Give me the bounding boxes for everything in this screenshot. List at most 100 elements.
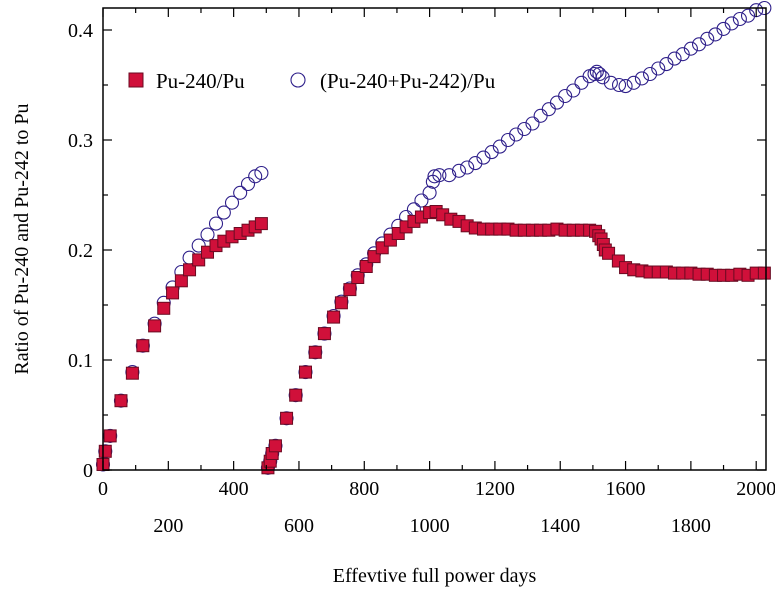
- y-tick-label: 0.2: [68, 240, 93, 262]
- series2-point: [208, 216, 224, 231]
- series1-point: [125, 366, 139, 380]
- series2-point: [500, 132, 516, 148]
- series1-point: [148, 319, 162, 333]
- legend-square-marker: [128, 72, 144, 88]
- y-tick-label: 0.1: [68, 350, 93, 372]
- series1-point: [757, 266, 771, 280]
- series2-point: [618, 79, 633, 94]
- series2-point: [191, 238, 206, 253]
- x-tick-label: 1200: [475, 478, 515, 500]
- x-tick-label: 1800: [671, 515, 711, 537]
- series2-point: [595, 70, 610, 85]
- x-tick-label: 200: [153, 515, 183, 537]
- series2-point: [651, 61, 666, 76]
- series2-point: [603, 75, 618, 90]
- series1-point: [298, 365, 312, 379]
- x-tick-label: 1600: [606, 478, 646, 500]
- plot-frame: [102, 7, 767, 471]
- series1-point: [602, 246, 616, 260]
- series1-point: [327, 310, 341, 324]
- series2-point: [240, 176, 256, 192]
- legend-label-series1: Pu-240/Pu: [156, 69, 245, 93]
- series2-point: [566, 83, 581, 98]
- series2-point: [509, 127, 524, 142]
- series1-point: [254, 217, 268, 231]
- series2-point: [683, 41, 698, 56]
- legend: Pu-240/Pu (Pu-240+Pu-242)/Pu: [128, 69, 496, 93]
- y-axis-title: Ratio of Pu-240 and Pu-242 to Pu: [11, 103, 33, 374]
- y-tick-label: 0: [83, 460, 93, 482]
- series2-point: [432, 168, 447, 183]
- series2-point: [468, 156, 483, 171]
- series2-point: [700, 31, 715, 46]
- x-tick-label: 1000: [410, 515, 450, 537]
- series2-point: [724, 16, 739, 31]
- x-tick-label: 1400: [540, 515, 580, 537]
- x-tick-label: 800: [349, 478, 379, 500]
- series2-point: [675, 47, 690, 62]
- series2-point: [460, 160, 475, 175]
- series1-point: [114, 394, 128, 408]
- legend-circle-marker: [290, 72, 306, 88]
- series1-point: [157, 301, 171, 315]
- x-tick-label: 2000: [736, 478, 775, 500]
- series2-point: [592, 66, 607, 82]
- series2-point: [643, 66, 658, 82]
- series2-point: [691, 37, 707, 52]
- series2-point: [476, 150, 491, 165]
- legend-label-series2: (Pu-240+Pu-242)/Pu: [320, 69, 496, 93]
- series1-point: [289, 388, 303, 402]
- series2-point: [626, 75, 641, 90]
- series2-point: [574, 75, 589, 90]
- series2-point: [541, 102, 556, 117]
- series2-point: [708, 27, 723, 42]
- series2-point: [732, 11, 747, 27]
- series2-point: [427, 169, 442, 184]
- series2-point: [224, 195, 240, 210]
- series2-point: [233, 185, 248, 200]
- series2-point: [716, 21, 731, 36]
- y-tick-label: 0.4: [68, 20, 93, 42]
- series2-point: [611, 77, 627, 93]
- series2-point: [254, 165, 269, 181]
- series2-point: [659, 57, 674, 72]
- series2-point: [549, 95, 565, 110]
- series2-point: [442, 168, 457, 183]
- series1-point: [268, 439, 282, 453]
- y-tick-label: 0.3: [68, 130, 93, 152]
- series1-point: [334, 296, 348, 310]
- axis-ticks: [102, 8, 766, 471]
- series1-point: [359, 260, 373, 273]
- series1-point: [317, 327, 331, 341]
- series2-point: [216, 205, 231, 220]
- series2-point: [200, 227, 215, 242]
- series2-point: [667, 51, 682, 66]
- series2-point: [558, 88, 573, 104]
- x-tick-label: 0: [98, 478, 108, 500]
- series2-point: [634, 71, 649, 86]
- series1-point: [166, 286, 180, 300]
- series1-point: [351, 271, 365, 284]
- series1-point: [343, 283, 357, 297]
- series1-point: [103, 429, 117, 443]
- series2-point: [525, 116, 540, 131]
- series2-point: [484, 145, 499, 160]
- series1-point: [136, 339, 150, 353]
- series1-point: [98, 444, 112, 458]
- series2-point: [517, 121, 532, 137]
- x-axis-title: Effevtive full power days: [333, 565, 537, 587]
- series1-point: [183, 263, 197, 277]
- series1-point: [174, 274, 188, 288]
- series2-point: [533, 108, 548, 123]
- series2-point: [451, 163, 467, 178]
- x-tick-label: 400: [219, 478, 249, 500]
- series2-point: [740, 8, 756, 23]
- x-tick-label: 600: [284, 515, 314, 537]
- series2-point: [414, 193, 429, 208]
- series1-point: [308, 345, 322, 359]
- tick-labels: 0 400 800 1200 1600 2000 200 600 1000 1400 1800 0 0.…: [68, 20, 775, 537]
- series1-point: [280, 411, 294, 425]
- series2-point: [422, 185, 437, 200]
- series2-point: [587, 66, 602, 82]
